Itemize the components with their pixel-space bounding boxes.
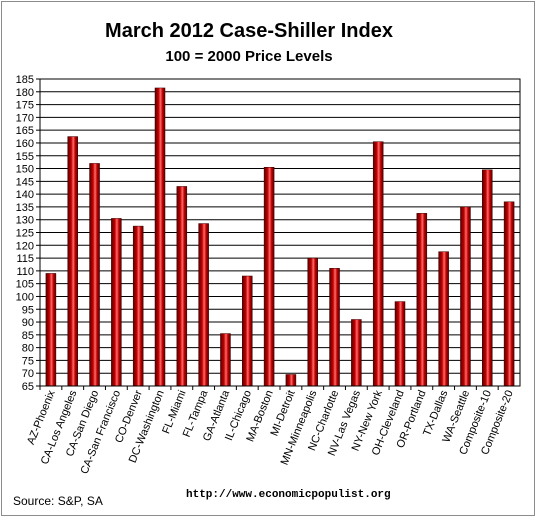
y-tick-label: 175 [16,100,34,112]
bar-tx-dallas [438,251,449,387]
bar-az-phoenix [45,273,57,387]
y-tick-label: 155 [16,151,34,163]
y-tick-label: 185 [16,74,34,86]
bar-fl-tampa [198,223,209,387]
bar-composite-20 [503,201,515,387]
y-axis-ticks: 6570758085909510010511011512012513013514… [16,74,40,393]
y-tick-label: 170 [16,112,34,124]
y-tick-label: 75 [22,355,34,367]
bar-ga-atlanta [220,333,231,387]
chart-title: March 2012 Case-Shiller Index [105,20,393,42]
y-tick-label: 90 [22,317,34,329]
source-note: Source: S&P, SA [13,494,103,508]
bar-dc-washington [154,87,166,387]
bar-co-denver [132,225,144,387]
y-tick-label: 120 [16,240,34,252]
y-tick-label: 95 [22,304,34,316]
y-tick-label: 150 [16,164,34,176]
chart-subtitle: 100 = 2000 Price Levels [165,48,332,65]
bar-mi-detroit [285,374,297,387]
bar-ca-san-francisco [111,218,122,387]
bar-ny-new-york [372,141,384,387]
y-tick-label: 135 [16,202,34,214]
bar-mn-minneapolis [307,257,318,387]
source-url: http://www.economicpopulist.org [186,489,391,501]
bar-ca-los-angeles [67,136,78,387]
y-tick-label: 85 [22,330,34,342]
bar-ma-boston [263,167,275,387]
y-tick-label: 130 [16,215,34,227]
bar-fl-miami [176,186,188,387]
y-tick-label: 115 [16,253,34,265]
y-tick-label: 180 [16,87,34,99]
y-tick-label: 145 [16,176,34,188]
bars [45,87,515,387]
bar-nc-charlotte [329,268,340,387]
y-tick-label: 65 [22,381,34,393]
bar-composite-10 [482,169,493,387]
bar-oh-cleveland [394,301,406,387]
y-tick-label: 160 [16,138,34,150]
bar-nv-las-vegas [351,319,362,387]
y-tick-label: 110 [16,266,34,278]
y-tick-label: 100 [16,291,34,303]
plot-area-border [39,78,521,387]
bar-ca-san-diego [89,163,100,387]
bar-wa-seattle [460,206,471,387]
y-tick-label: 105 [16,279,34,291]
bar-or-portland [416,213,428,387]
y-tick-label: 140 [16,189,34,201]
y-tick-label: 80 [22,343,34,355]
y-tick-label: 70 [22,368,34,380]
bar-il-chicago [242,275,253,387]
y-tick-label: 125 [16,228,34,240]
y-tick-label: 165 [16,125,34,137]
